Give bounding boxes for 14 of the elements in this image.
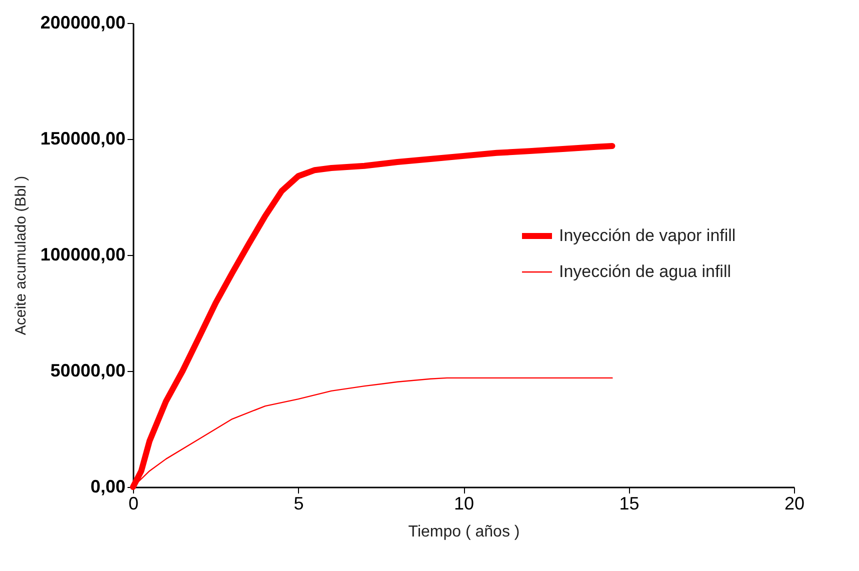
y-axis-title: Aceite acumulado (Bbl ) (12, 176, 30, 336)
x-tick-label: 0 (128, 494, 139, 514)
x-tick-label: 10 (454, 494, 474, 514)
x-tick-label: 20 (784, 494, 805, 514)
legend-label: Inyección de agua infill (559, 262, 732, 281)
y-tick-label: 150000,00 (40, 128, 126, 148)
x-axis-title: Tiempo ( años ) (408, 524, 520, 540)
y-tick-label: 50000,00 (50, 360, 126, 380)
legend-label: Inyección de vapor infill (559, 226, 736, 245)
y-tick-label: 100000,00 (40, 244, 126, 264)
x-tick-label: 15 (619, 494, 640, 514)
y-tick-label: 0,00 (90, 476, 126, 496)
x-tick-label: 5 (294, 494, 304, 514)
y-tick-label: 200000,00 (40, 12, 126, 32)
